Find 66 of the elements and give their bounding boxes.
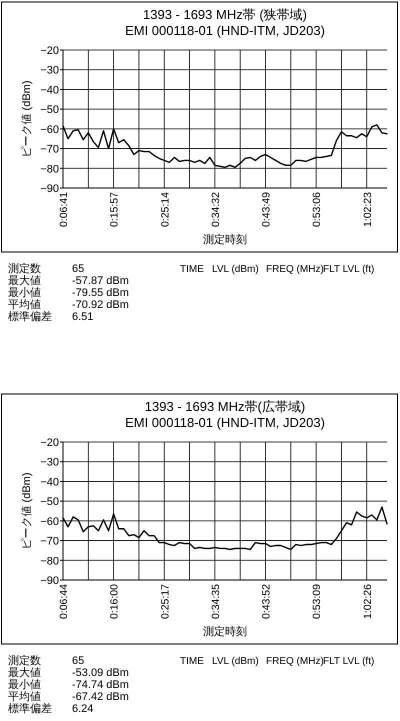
y-tick-label: −90 [40, 183, 59, 195]
x-tick-label: 0:53:06 [311, 192, 324, 228]
x-tick-label: 1:02:26 [362, 584, 374, 620]
text: 6.51 [72, 311, 94, 323]
text: 最大値 [8, 274, 41, 287]
text: FREQ (MHz) [266, 656, 324, 667]
y-tick-label: −40 [40, 84, 59, 96]
chart-subtitle: EMI 000118-01 (HND-ITM, JD203) [125, 23, 325, 38]
y-tick-label: −70 [40, 536, 59, 548]
y-tick-label: −90 [40, 575, 59, 587]
x-tick-label: 0:06:41 [58, 192, 70, 228]
y-tick-label: −70 [40, 144, 59, 156]
text: -74.74 dBm [72, 679, 129, 691]
x-tick-label: 0:25:14 [159, 192, 172, 228]
text: 標準偏差 [8, 703, 52, 715]
x-tick-label: 1:02:23 [362, 192, 374, 228]
y-tick-label: −30 [40, 456, 59, 469]
text: LVL (dBm) [212, 264, 259, 275]
text: 測定数 [8, 654, 41, 667]
text: 6.24 [72, 703, 94, 715]
text: 最大値 [8, 666, 41, 679]
text: LVL (dBm) [212, 656, 259, 667]
text: -57.87 dBm [72, 275, 129, 287]
text: FREQ (MHz) [266, 264, 324, 275]
x-tick-label: 0:43:52 [260, 584, 272, 620]
chart-title: 1393 - 1693 MHz帯 (狭帯域) [143, 7, 307, 22]
x-tick-label: 0:43:49 [260, 192, 272, 228]
text: 最小値 [8, 286, 41, 299]
text: 標準偏差 [8, 311, 52, 323]
y-axis-title: ピーク値 (dBm) [21, 80, 33, 158]
y-tick-label: −60 [40, 124, 59, 136]
y-tick-label: −80 [40, 163, 59, 176]
y-tick-label: −60 [40, 516, 59, 528]
y-tick-label: −40 [40, 476, 59, 488]
chart-subtitle: EMI 000118-01 (HND-ITM, JD203) [125, 415, 325, 430]
x-tick-label: 0:06:44 [58, 584, 70, 620]
y-tick-label: −30 [40, 64, 59, 77]
text: -53.09 dBm [72, 667, 129, 679]
x-axis-title: 測定時刻 [203, 233, 247, 246]
x-axis-title: 測定時刻 [203, 625, 247, 638]
text: 平均値 [8, 691, 41, 703]
text: 測定数 [8, 262, 41, 275]
x-tick-label: 0:53:09 [311, 584, 324, 620]
text: 平均値 [8, 299, 41, 311]
text: -67.42 dBm [72, 691, 129, 703]
text: -70.92 dBm [72, 299, 129, 311]
text: -79.55 dBm [72, 287, 129, 299]
y-tick-label: −50 [40, 104, 59, 116]
y-tick-label: −20 [40, 45, 59, 57]
x-tick-label: 0:15:57 [108, 192, 121, 228]
text: 65 [72, 263, 84, 275]
x-tick-label: 0:34:32 [210, 192, 222, 228]
text: TIME [180, 656, 204, 667]
chart-title: 1393 - 1693 MHz帯(広帯域) [144, 399, 306, 414]
x-tick-label: 0:16:00 [108, 584, 121, 620]
x-tick-label: 0:25:17 [159, 584, 172, 620]
y-tick-label: −20 [40, 437, 59, 449]
text: 最小値 [8, 678, 41, 691]
y-axis-title: ピーク値 (dBm) [21, 472, 33, 550]
text: FLT LVL (ft) [323, 264, 374, 275]
text: TIME [180, 264, 204, 275]
x-tick-label: 0:34:35 [210, 584, 222, 620]
y-tick-label: −80 [40, 555, 59, 568]
text: FLT LVL (ft) [323, 656, 374, 667]
text: 65 [72, 655, 84, 667]
y-tick-label: −50 [40, 496, 59, 508]
